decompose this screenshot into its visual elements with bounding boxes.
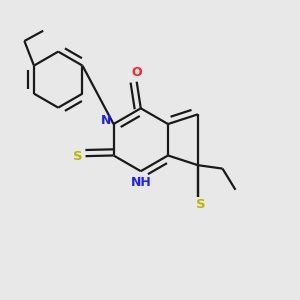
Text: S: S	[196, 198, 206, 211]
Text: N: N	[101, 114, 111, 127]
Text: O: O	[131, 66, 142, 79]
Text: S: S	[73, 150, 82, 163]
Text: NH: NH	[131, 176, 152, 189]
